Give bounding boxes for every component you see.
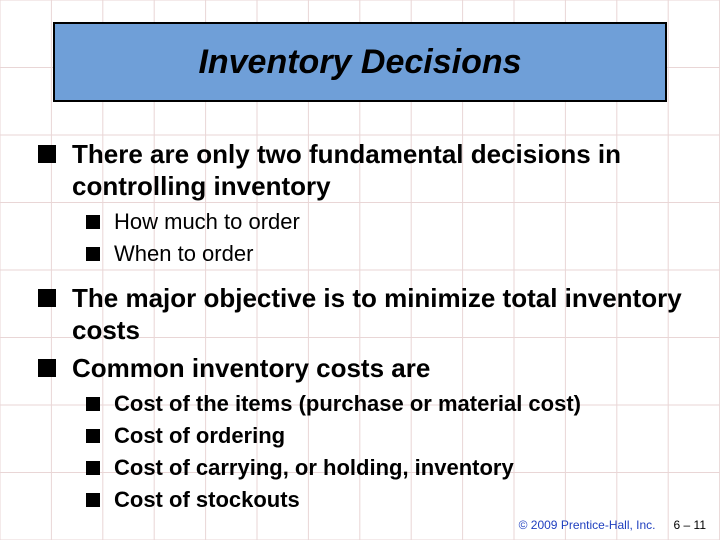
page-number: 6 – 11 <box>674 518 706 532</box>
slide-footer: © 2009 Prentice-Hall, Inc. 6 – 11 <box>519 518 706 532</box>
bullet-level1: The major objective is to minimize total… <box>38 282 688 346</box>
bullet-level1: There are only two fundamental decisions… <box>38 138 688 202</box>
bullet-level2: Cost of stockouts <box>86 486 688 514</box>
slide-content: Inventory Decisions There are only two f… <box>0 0 720 540</box>
slide-title-box: Inventory Decisions <box>53 22 667 102</box>
bullet-square-icon <box>86 397 100 411</box>
bullet-square-icon <box>86 493 100 507</box>
bullet-square-icon <box>86 461 100 475</box>
bullet-text: Cost of carrying, or holding, inventory <box>114 455 514 480</box>
sub-bullet-group: How much to order When to order <box>86 208 688 268</box>
bullet-text: When to order <box>114 241 253 266</box>
bullet-square-icon <box>38 289 56 307</box>
sub-bullet-group: Cost of the items (purchase or material … <box>86 390 688 514</box>
bullet-level2: How much to order <box>86 208 688 236</box>
bullet-square-icon <box>38 145 56 163</box>
bullet-list: There are only two fundamental decisions… <box>38 138 688 528</box>
bullet-square-icon <box>86 247 100 261</box>
bullet-text: How much to order <box>114 209 300 234</box>
bullet-level2: When to order <box>86 240 688 268</box>
bullet-level2: Cost of the items (purchase or material … <box>86 390 688 418</box>
bullet-text: Cost of the items (purchase or material … <box>114 391 581 416</box>
bullet-level2: Cost of carrying, or holding, inventory <box>86 454 688 482</box>
bullet-text: Common inventory costs are <box>72 353 430 383</box>
bullet-square-icon <box>86 215 100 229</box>
bullet-text: Cost of stockouts <box>114 487 300 512</box>
bullet-square-icon <box>38 359 56 377</box>
bullet-level2: Cost of ordering <box>86 422 688 450</box>
bullet-text: There are only two fundamental decisions… <box>72 139 621 201</box>
bullet-level1: Common inventory costs are <box>38 352 688 384</box>
bullet-text: The major objective is to minimize total… <box>72 283 682 345</box>
bullet-square-icon <box>86 429 100 443</box>
bullet-text: Cost of ordering <box>114 423 285 448</box>
slide-title-text: Inventory Decisions <box>198 43 521 82</box>
copyright-text: © 2009 Prentice-Hall, Inc. <box>519 518 656 532</box>
